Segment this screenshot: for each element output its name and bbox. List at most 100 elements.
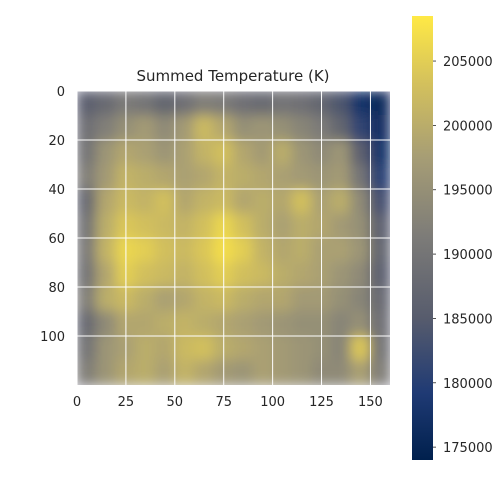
heatmap-cell bbox=[135, 360, 156, 385]
heatmap-cell bbox=[135, 311, 156, 337]
gridlines bbox=[76, 90, 390, 385]
heatmap-cell bbox=[330, 237, 352, 263]
heatmap-cell bbox=[252, 237, 274, 263]
heatmap-cell bbox=[272, 115, 293, 141]
heatmap-cell bbox=[96, 335, 117, 361]
heatmap-cell bbox=[135, 164, 156, 190]
heatmap-cell bbox=[330, 286, 352, 312]
heatmap-cell bbox=[272, 237, 293, 263]
heatmap-cell bbox=[174, 335, 195, 361]
heatmap-cell bbox=[193, 262, 215, 288]
heatmap-cell bbox=[135, 115, 156, 141]
heatmap-cell bbox=[330, 139, 352, 165]
heatmap-cell bbox=[252, 311, 274, 337]
colorbar-tick-label: 190000 bbox=[443, 248, 493, 263]
heatmap-blur-group bbox=[77, 91, 390, 385]
heatmap-cell bbox=[154, 91, 176, 116]
colorbar-tick-label: 180000 bbox=[443, 377, 493, 392]
heatmap-cell bbox=[193, 360, 215, 385]
heatmap-cell bbox=[369, 188, 390, 214]
heatmap-cell bbox=[193, 91, 215, 116]
heatmap-cell bbox=[330, 360, 352, 385]
heatmap-cell bbox=[330, 164, 352, 190]
heatmap-cell bbox=[135, 262, 156, 288]
heatmap-cell bbox=[77, 335, 98, 361]
heatmap-cell bbox=[291, 188, 313, 214]
heatmap-cell bbox=[330, 188, 352, 214]
heatmap-cell bbox=[193, 115, 215, 141]
heatmap-cell bbox=[369, 335, 390, 361]
heatmap-cell bbox=[77, 262, 98, 288]
heatmap-cell bbox=[272, 262, 293, 288]
heatmap-cell bbox=[174, 115, 195, 141]
heatmap-cell bbox=[193, 311, 215, 337]
heatmap-cell bbox=[135, 188, 156, 214]
heatmap-cell bbox=[330, 115, 352, 141]
colorbar-tick-label: 185000 bbox=[443, 312, 493, 327]
heatmap-cell bbox=[330, 311, 352, 337]
heatmap-cell bbox=[233, 237, 254, 263]
heatmap-cell bbox=[350, 188, 371, 214]
heatmap-cell bbox=[369, 213, 390, 239]
heatmap-cell bbox=[291, 91, 313, 116]
heatmap-cell bbox=[369, 311, 390, 337]
x-tick-label: 100 bbox=[260, 395, 285, 410]
heatmap-cell bbox=[291, 213, 313, 239]
y-tick-label: 100 bbox=[40, 330, 65, 345]
heatmap-cell bbox=[272, 188, 293, 214]
heatmap-cell bbox=[233, 286, 254, 312]
heatmap-cell bbox=[350, 139, 371, 165]
heatmap-cell bbox=[291, 164, 313, 190]
heatmap-cell bbox=[272, 139, 293, 165]
x-tick-label: 125 bbox=[309, 395, 334, 410]
heatmap-cell bbox=[96, 91, 117, 116]
heatmap-cell bbox=[369, 115, 390, 141]
heatmap-cell bbox=[135, 213, 156, 239]
y-tick-label: 40 bbox=[48, 183, 65, 198]
heatmap-cell bbox=[96, 164, 117, 190]
heatmap-cell bbox=[193, 139, 215, 165]
heatmap-cell bbox=[96, 139, 117, 165]
x-tick-label: 0 bbox=[73, 395, 81, 410]
x-tick-label: 150 bbox=[358, 395, 383, 410]
heatmap-cell bbox=[252, 164, 274, 190]
heatmap-cell bbox=[369, 139, 390, 165]
heatmap-cell bbox=[154, 213, 176, 239]
heatmap-cell bbox=[154, 139, 176, 165]
heatmap-cell bbox=[135, 91, 156, 116]
colorbar-tick-label: 200000 bbox=[443, 119, 493, 134]
heatmap-cell bbox=[272, 311, 293, 337]
heatmap-cell bbox=[291, 360, 313, 385]
heatmap-cell bbox=[174, 237, 195, 263]
heatmap-cell bbox=[369, 164, 390, 190]
heatmap-cell bbox=[252, 262, 274, 288]
heatmap-cell bbox=[154, 164, 176, 190]
heatmap-cell bbox=[77, 213, 98, 239]
heatmap-cell bbox=[330, 91, 352, 116]
heatmap-cell bbox=[77, 311, 98, 337]
heatmap-cell bbox=[291, 286, 313, 312]
heatmap-cell bbox=[291, 335, 313, 361]
heatmap-cell bbox=[330, 262, 352, 288]
heatmap-cell bbox=[135, 139, 156, 165]
x-tick-label: 50 bbox=[167, 395, 184, 410]
heatmap-cell bbox=[96, 360, 117, 385]
heatmap-cell bbox=[96, 188, 117, 214]
heatmap-cell bbox=[96, 311, 117, 337]
y-tick-label: 0 bbox=[57, 85, 65, 100]
heatmap-cell bbox=[252, 213, 274, 239]
heatmap-cell bbox=[193, 237, 215, 263]
heatmap-cell bbox=[154, 286, 176, 312]
y-axis-ticks: 0 20 40 60 80 100 bbox=[40, 85, 65, 345]
y-tick-label: 60 bbox=[48, 232, 65, 247]
heatmap-cell bbox=[252, 360, 274, 385]
heatmap-cell bbox=[174, 213, 195, 239]
heatmap-cell bbox=[350, 360, 371, 385]
heatmap-cell bbox=[193, 164, 215, 190]
heatmap-cell bbox=[174, 262, 195, 288]
heatmap-cell bbox=[252, 139, 274, 165]
heatmap-cell bbox=[174, 139, 195, 165]
heatmap-cell bbox=[193, 213, 215, 239]
heatmap-cell bbox=[350, 213, 371, 239]
